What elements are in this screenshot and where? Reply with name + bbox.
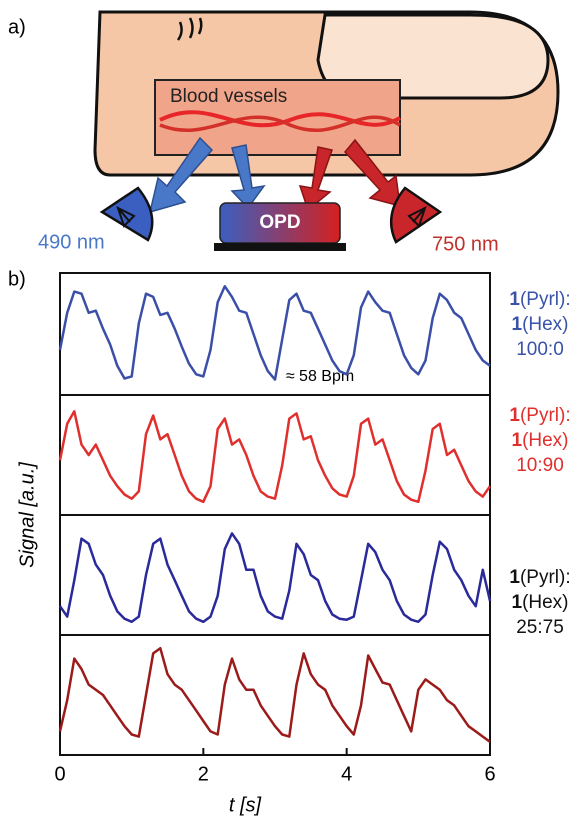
figure: a) Blood vessels OPD 490 nm 750 nm b) ≈ … bbox=[0, 0, 584, 817]
sample-label-bold: 1 bbox=[511, 592, 522, 613]
sample-label: 1(Pyrl): bbox=[509, 289, 570, 310]
signal-line bbox=[60, 533, 490, 621]
wavelength-label: 750 nm bbox=[432, 233, 499, 255]
page: {"diagram": {"panel_a": "a)", "panel_b":… bbox=[0, 0, 584, 817]
sample-label: 1(Pyrl): bbox=[509, 405, 570, 426]
sample-label: 100:0 bbox=[516, 339, 564, 360]
sample-label-text: (Hex) bbox=[522, 314, 568, 335]
annotation: ≈ 58 Bpm bbox=[286, 368, 354, 385]
signal-line bbox=[60, 648, 490, 742]
panel-label: a) bbox=[8, 16, 26, 38]
sample-label-text: 100:0 bbox=[516, 339, 564, 360]
sample-label-text: (Hex) bbox=[522, 430, 568, 451]
sample-label-text: (Pyrl): bbox=[520, 567, 571, 588]
sample-label: 25:75 bbox=[516, 617, 564, 638]
signal-line bbox=[60, 411, 490, 502]
wavelength-label: 490 nm bbox=[38, 231, 105, 253]
sample-label-text: (Hex) bbox=[522, 592, 568, 613]
sample-label-bold: 1 bbox=[509, 567, 520, 588]
sample-label: 1(Hex) bbox=[511, 314, 568, 335]
y-axis-label: Signal [a.u.] bbox=[16, 462, 38, 568]
sample-label-text: 10:90 bbox=[516, 455, 564, 476]
led-blue bbox=[102, 188, 152, 240]
sample-label: 1(Hex) bbox=[511, 592, 568, 613]
detector-label: OPD bbox=[259, 212, 300, 233]
sample-label-bold: 1 bbox=[511, 430, 522, 451]
box-label: Blood vessels bbox=[170, 86, 287, 107]
sample-label-text: (Pyrl): bbox=[520, 289, 571, 310]
x-tick-label: 0 bbox=[54, 763, 65, 785]
sample-label-bold: 1 bbox=[511, 314, 522, 335]
signal-line bbox=[60, 286, 490, 379]
sample-label-bold: 1 bbox=[509, 289, 520, 310]
panel-frame bbox=[60, 635, 490, 755]
x-axis-label: t [s] bbox=[229, 794, 262, 816]
x-tick-label: 2 bbox=[198, 763, 209, 785]
sample-label: 1(Hex) bbox=[511, 430, 568, 451]
detector-base bbox=[214, 243, 346, 251]
sample-label-bold: 1 bbox=[509, 405, 520, 426]
sample-label: 1(Pyrl): bbox=[509, 567, 570, 588]
sample-label-text: (Pyrl): bbox=[520, 405, 571, 426]
panel-label: b) bbox=[8, 268, 26, 290]
sample-label-text: 25:75 bbox=[516, 617, 564, 638]
x-tick-label: 6 bbox=[484, 763, 495, 785]
x-tick-label: 4 bbox=[341, 763, 352, 785]
sample-label: 10:90 bbox=[516, 455, 564, 476]
